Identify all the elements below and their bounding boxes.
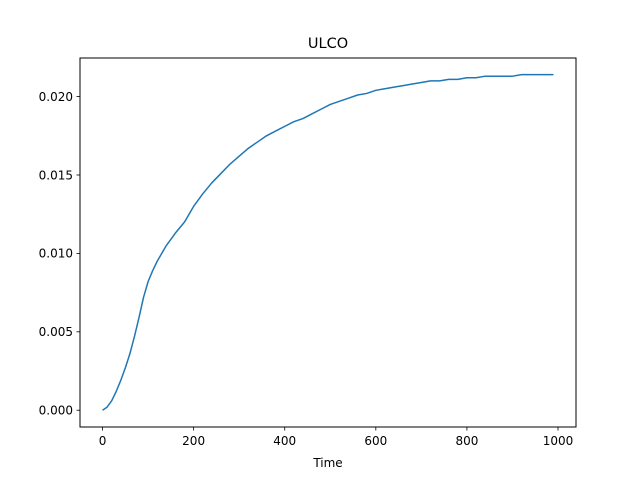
- x-axis: 0 200 400 600 800 1000: [99, 427, 574, 448]
- chart-title: ULCO: [308, 36, 348, 52]
- plot-area: [102, 73, 554, 411]
- x-tick-label: 1000: [543, 434, 574, 448]
- y-tick-label: 0.005: [39, 325, 73, 339]
- y-tick-label: 0.020: [39, 90, 73, 104]
- axes-frame: [79, 57, 577, 428]
- series-line-0: [102, 73, 554, 411]
- y-tick-label: 0.010: [39, 247, 73, 261]
- x-tick-label: 0: [99, 434, 107, 448]
- x-tick-label: 400: [273, 434, 296, 448]
- y-tick-label: 0.000: [39, 404, 73, 418]
- x-tick-label: 200: [182, 434, 205, 448]
- x-axis-label: Time: [312, 456, 342, 470]
- y-axis: 0.000 0.005 0.010 0.015 0.020: [39, 90, 80, 418]
- x-tick-label: 600: [364, 434, 387, 448]
- x-tick-label: 800: [455, 434, 478, 448]
- y-tick-label: 0.015: [39, 168, 73, 182]
